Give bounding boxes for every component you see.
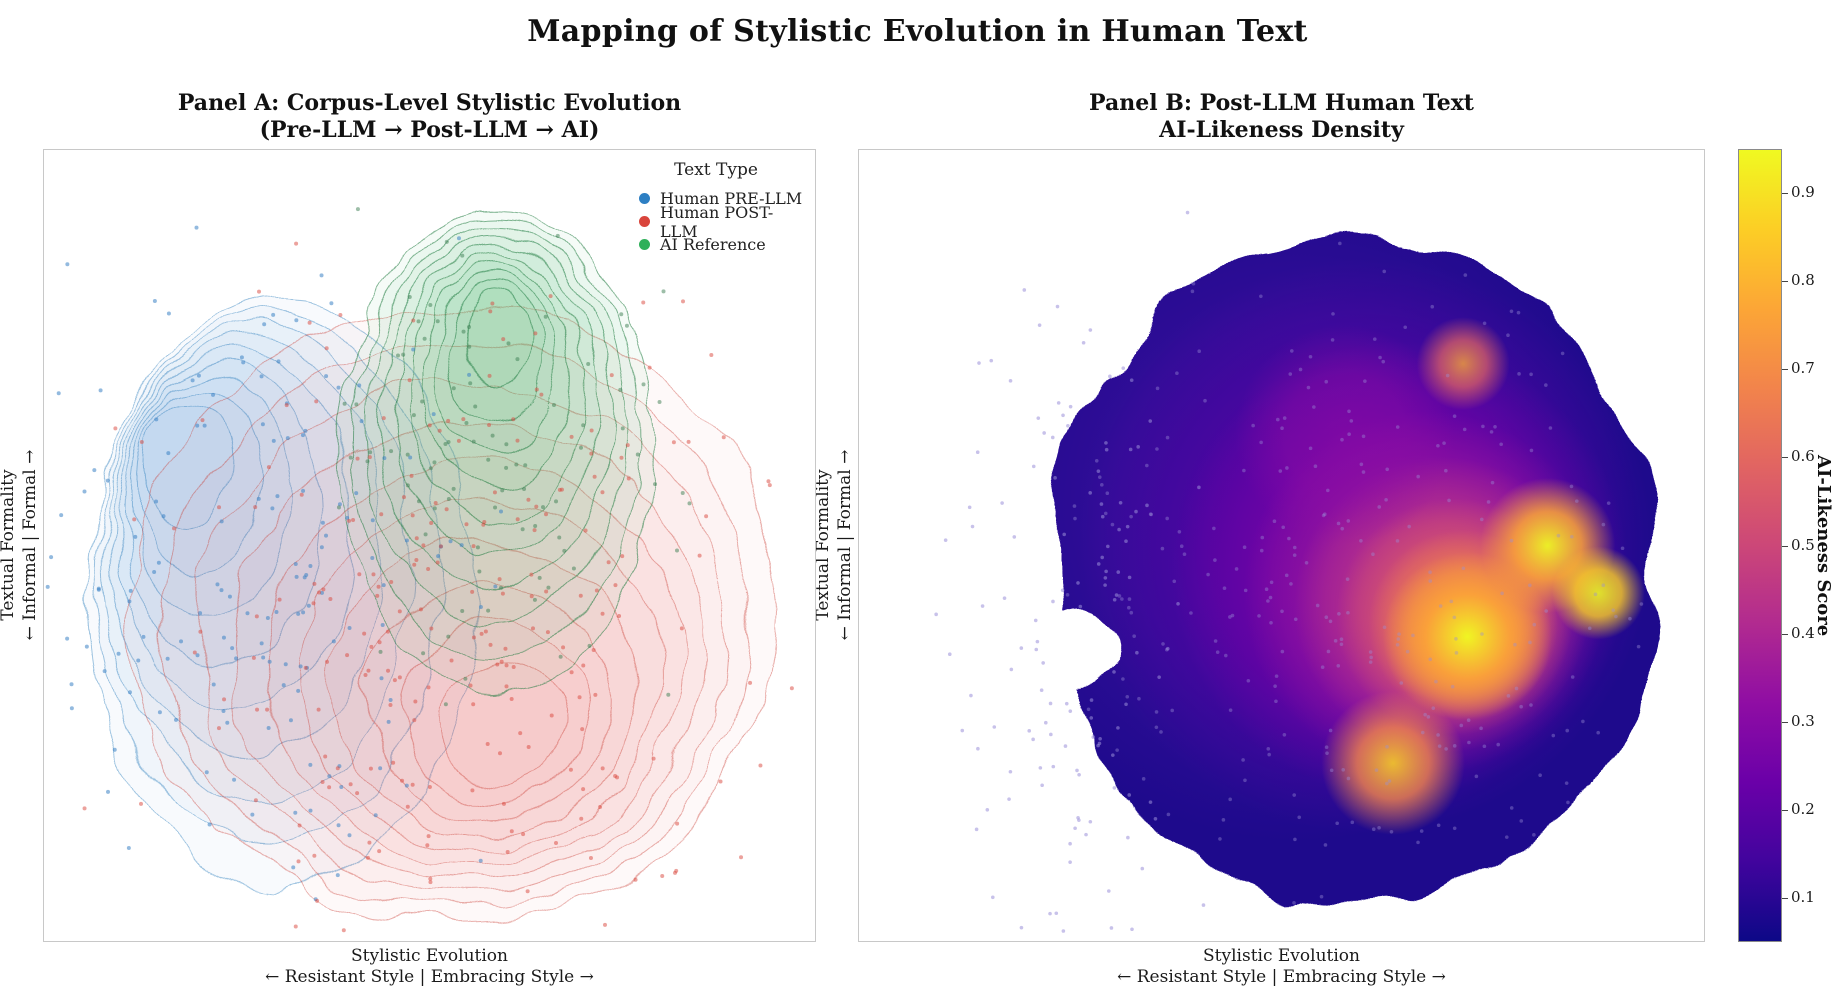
colorbar-tick-label: 0.6	[1791, 447, 1815, 466]
colorbar-tick-label: 0.9	[1791, 183, 1815, 202]
colorbar-tick-mark	[1782, 721, 1788, 723]
legend-swatch-icon	[639, 239, 650, 250]
panel-b-title-line2: AI-Likeness Density	[1159, 117, 1404, 143]
panel-a-title-line2: (Pre-LLM → Post-LLM → AI)	[259, 117, 600, 143]
panel-a-xlabel-line1: Stylistic Evolution	[351, 946, 508, 966]
panel-a-canvas	[45, 207, 794, 933]
scatter-human-post-llm	[82, 241, 794, 933]
panel-a-title: Panel A: Corpus-Level Stylistic Evolutio…	[43, 90, 816, 144]
colorbar-tick-mark	[1782, 193, 1788, 195]
colorbar-tick-label: 0.8	[1791, 271, 1815, 290]
colorbar-tick-mark	[1782, 897, 1788, 899]
colorbar-tick-label: 0.1	[1791, 887, 1815, 906]
legend-item-1: Human PRE-LLM	[623, 187, 809, 210]
legend-swatch-icon	[639, 216, 650, 227]
panel-a-ylabel: Textual Formality ← Informal | Formal →	[0, 295, 43, 795]
colorbar-tick-label: 0.3	[1791, 711, 1815, 730]
colorbar-tick-label: 0.4	[1791, 623, 1815, 642]
density-surface	[859, 150, 1704, 941]
legend-item-label: Human PRE-LLM	[660, 189, 803, 208]
colorbar-tick-mark	[1782, 281, 1788, 283]
colorbar-tick-label: 0.7	[1791, 359, 1815, 378]
legend-swatch-icon	[639, 193, 650, 204]
colorbar-tick-mark	[1782, 633, 1788, 635]
legend-items: Human PRE-LLM Human POST-LLM AI Reference	[623, 187, 809, 256]
kde-ai-reference	[338, 211, 655, 692]
colorbar-tick-mark	[1782, 457, 1788, 459]
panel-b-ylabel-line2: ← Informal | Formal →	[835, 449, 855, 641]
scatter-inside	[861, 153, 1696, 940]
colorbar-tick-mark	[1782, 809, 1788, 811]
legend-title: Text Type	[674, 160, 758, 180]
panel-a-ylabel-line2: ← Informal | Formal →	[20, 449, 40, 641]
panel-b-axes	[858, 149, 1705, 942]
colorbar-tick-label: 0.5	[1791, 535, 1815, 554]
panel-b-title: Panel B: Post-LLM Human Text AI-Likeness…	[858, 90, 1705, 144]
panel-a-legend: Text Type Human PRE-LLM Human POST-LLM AI …	[623, 160, 809, 256]
panel-b-ylabel: Textual Formality ← Informal | Formal →	[812, 295, 858, 795]
panel-a-ylabel-line1: Textual Formality	[0, 469, 18, 621]
legend-item-label: AI Reference	[660, 235, 766, 254]
legend-item-2: Human POST-LLM	[623, 203, 809, 241]
scatter-ai-reference	[336, 207, 692, 707]
panel-b-xlabel-line2: ← Resistant Style | Embracing Style →	[1117, 967, 1446, 987]
colorbar	[1738, 149, 1782, 942]
scatter-left-outliers	[934, 210, 1206, 933]
colorbar-tick-mark	[1782, 369, 1788, 371]
panel-a-title-line1: Panel A: Corpus-Level Stylistic Evolutio…	[177, 90, 682, 116]
colorbar-tick-label: 0.2	[1791, 799, 1815, 818]
scatter-human-pre-llm	[45, 225, 504, 902]
colorbar-tick-mark	[1782, 545, 1788, 547]
colorbar-label: AI-Likeness Score	[1813, 454, 1834, 637]
panel-a-axes: Text Type Human PRE-LLM Human POST-LLM AI …	[43, 149, 816, 942]
kde-human-pre-llm	[88, 298, 475, 888]
legend-item-label: Human POST-LLM	[660, 202, 774, 241]
panel-a-xlabel-line2: ← Resistant Style | Embracing Style →	[265, 967, 594, 987]
panel-a-xlabel: Stylistic Evolution ← Resistant Style | …	[43, 946, 816, 988]
legend-item-3: AI Reference	[623, 233, 809, 256]
panel-b-xlabel-line1: Stylistic Evolution	[1203, 946, 1360, 966]
panel-b-title-line1: Panel B: Post-LLM Human Text	[1089, 90, 1474, 116]
panel-b-canvas	[859, 150, 1704, 941]
panel-b-xlabel: Stylistic Evolution ← Resistant Style | …	[858, 946, 1705, 988]
figure-title: Mapping of Stylistic Evolution in Human …	[527, 14, 1308, 49]
